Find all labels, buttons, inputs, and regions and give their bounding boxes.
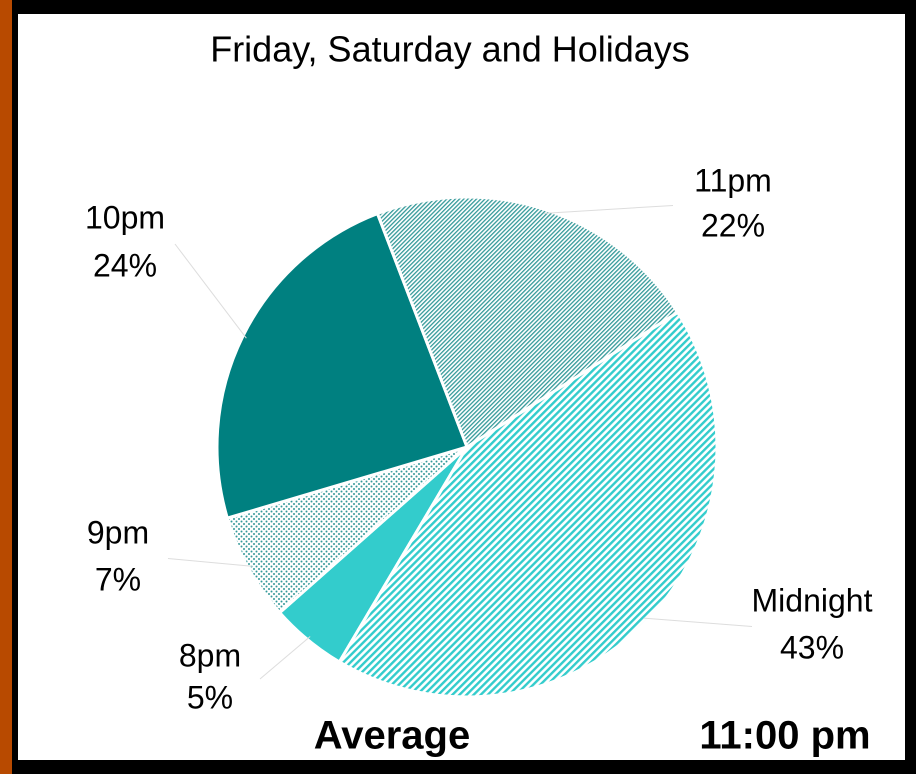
slice-value-label: 24% [93, 247, 157, 283]
annotation: 11:00 pm [699, 714, 870, 758]
slice-value-label: 7% [95, 561, 141, 597]
chart-title: Friday, Saturday and Holidays [210, 29, 690, 70]
slice-value-label: 43% [780, 629, 844, 665]
slice-value-label: 5% [187, 679, 233, 715]
leader-line [167, 558, 252, 567]
leader-line [174, 243, 247, 339]
leader-line [259, 636, 311, 680]
pie-slice [375, 195, 680, 450]
slice-label: 8pm [179, 637, 241, 673]
slice-value-label: 22% [701, 207, 765, 243]
slice-label: 11pm [694, 162, 772, 198]
pie-slice [225, 445, 468, 615]
pie-slice [337, 310, 719, 699]
slice-label: Midnight [752, 582, 873, 618]
leader-line [543, 205, 674, 214]
annotation: Average [314, 714, 470, 758]
slice-label: 10pm [85, 199, 165, 235]
frame-accent [0, 0, 12, 774]
leader-line [643, 617, 753, 627]
slice-label: 9pm [87, 514, 149, 550]
pie-slice [215, 211, 469, 520]
